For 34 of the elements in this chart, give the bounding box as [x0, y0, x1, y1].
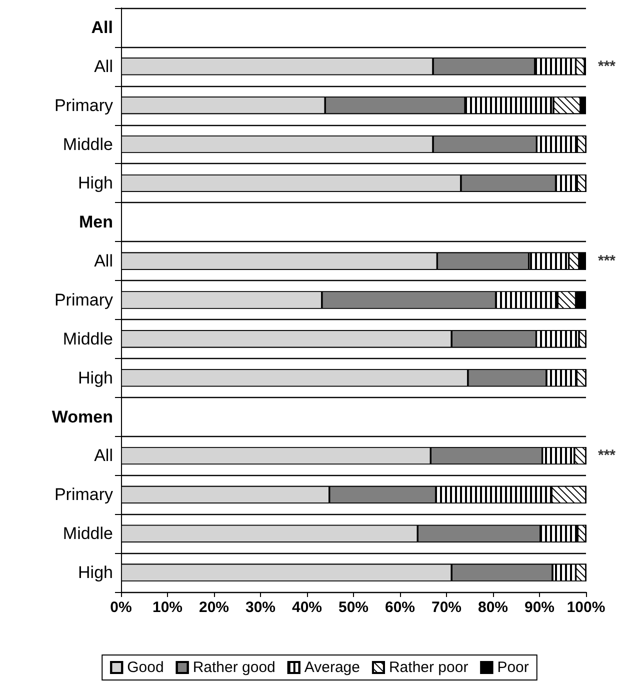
x-tick-label: 10% [152, 599, 183, 616]
text: *** [598, 58, 616, 75]
legend-label: Rather poor [388, 659, 468, 676]
y-tick-label: High [78, 368, 113, 388]
x-tick-label: 20% [198, 599, 230, 616]
y-tick-label: Middle [62, 524, 113, 544]
legend-label: Average [304, 659, 360, 676]
y-tick-label: Men [79, 212, 113, 232]
legend-label: Rather good [192, 659, 276, 676]
y-tick-label: High [78, 563, 113, 582]
x-tick-label: 100% [566, 599, 606, 616]
x-tick-label: 80% [478, 599, 508, 616]
legend-label: Good [127, 659, 164, 676]
y-tick-label: Middle [62, 329, 113, 348]
y-tick-label: Primary [54, 290, 114, 310]
legend-label: Poor [497, 659, 529, 676]
x-tick-label: 60% [384, 599, 416, 616]
x-tick-label: 90% [524, 599, 555, 616]
x-tick-label: 0% [110, 599, 132, 616]
x-tick-label: 40% [292, 599, 322, 616]
x-tick-label: 50% [338, 599, 369, 616]
y-tick-label: Primary [54, 96, 114, 115]
y-tick-label: All [94, 252, 113, 271]
text: *** [598, 447, 616, 464]
x-tick-label: 70% [431, 599, 462, 616]
x-tick-label: 30% [245, 599, 276, 616]
y-tick-label: All [91, 18, 113, 37]
y-tick-label: Women [52, 407, 113, 426]
y-tick-label: High [78, 174, 113, 193]
y-tick-label: Primary [54, 485, 114, 504]
y-tick-label: All [94, 446, 113, 466]
text: *** [598, 252, 616, 270]
y-tick-label: All [94, 56, 113, 76]
y-tick-label: Middle [62, 134, 113, 154]
